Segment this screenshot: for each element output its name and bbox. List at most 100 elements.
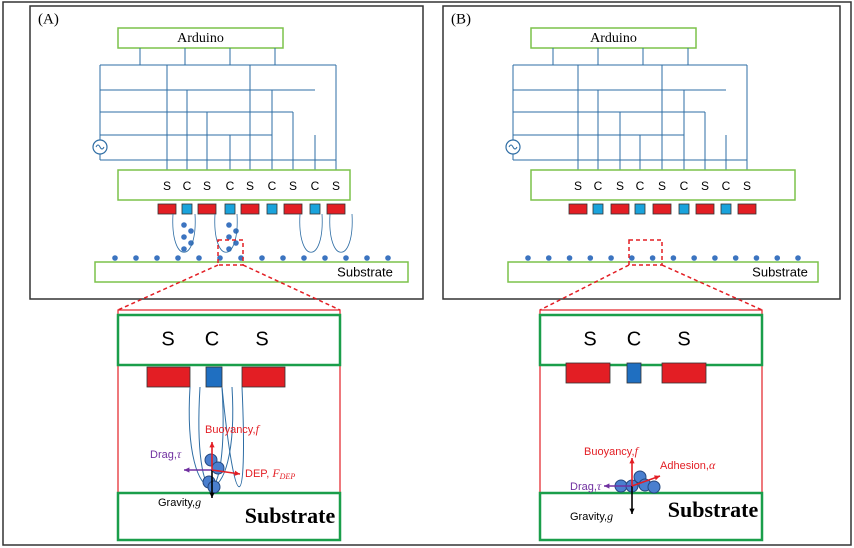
particle — [226, 222, 232, 228]
substrate-label: Substrate — [337, 264, 393, 279]
particle — [233, 228, 239, 234]
particle — [322, 255, 328, 261]
electrode-label: C — [636, 179, 645, 193]
drag-label-symbol: τ — [177, 447, 182, 461]
panel-label: (B) — [451, 11, 471, 27]
zoom-electrode-pad — [242, 367, 285, 387]
electrode-label: C — [680, 179, 689, 193]
electrode-label: S — [203, 179, 211, 193]
controller-label: Arduino — [177, 31, 224, 46]
zoom-electrode-pad — [627, 363, 641, 383]
particle — [154, 255, 160, 261]
particle — [385, 255, 391, 261]
particle — [133, 255, 139, 261]
particle — [629, 255, 635, 261]
particle — [175, 255, 181, 261]
field-line — [300, 214, 322, 252]
particle — [648, 481, 660, 493]
electrode-label: S — [743, 179, 751, 193]
particle — [691, 255, 697, 261]
electrode-label: S — [574, 179, 582, 193]
particle — [671, 255, 677, 261]
panel-frame — [443, 6, 840, 299]
particle — [795, 255, 801, 261]
drag-label-name: Drag, — [150, 449, 177, 461]
panel-frame — [30, 6, 423, 299]
electrode-label: S — [701, 179, 709, 193]
zoom-electrode-label: S — [161, 328, 174, 350]
electrode-label: C — [183, 179, 192, 193]
electrode-label: S — [246, 179, 254, 193]
electrode-pad — [225, 204, 235, 214]
particle — [712, 255, 718, 261]
particle — [364, 255, 370, 261]
electrode-label: C — [268, 179, 277, 193]
substrate-label: Substrate — [752, 264, 808, 279]
drag-label: Drag,τ — [570, 479, 602, 493]
gravity-label: Gravity,g — [158, 495, 201, 509]
electrode-label: C — [722, 179, 731, 193]
electrode-label: C — [311, 179, 320, 193]
adhesion-label: Adhesion,α — [660, 458, 716, 472]
electrode-pad — [182, 204, 192, 214]
electrode-pad — [611, 204, 629, 214]
electrode-pad — [284, 204, 302, 214]
zoom-electrode-label: S — [583, 328, 596, 350]
electrode-pad — [593, 204, 603, 214]
particle — [343, 255, 349, 261]
buoyancy-label-name: Buoyancy, — [205, 424, 256, 436]
zoom-substrate-label: Substrate — [245, 503, 336, 528]
figure: (A)ArduinoSCSCSCSCSSubstrateSCSBuoyancy,… — [0, 0, 854, 548]
particle — [546, 255, 552, 261]
electrode-label: S — [616, 179, 624, 193]
gravity-label-symbol: g — [607, 509, 613, 523]
particle — [280, 255, 286, 261]
particle — [196, 255, 202, 261]
dep-label-name: DEP, — [245, 468, 272, 480]
particle — [301, 255, 307, 261]
zoom-electrode-bar — [118, 315, 340, 365]
particle — [181, 222, 187, 228]
electrode-pad — [569, 204, 587, 214]
electrode-label: C — [226, 179, 235, 193]
drag-label-symbol: τ — [597, 479, 602, 493]
panel-label: (A) — [38, 11, 59, 27]
electrode-pad — [158, 204, 176, 214]
controller-label: Arduino — [590, 31, 637, 46]
electrode-label: S — [289, 179, 297, 193]
zoom-substrate-label: Substrate — [668, 497, 759, 522]
electrode-label: S — [658, 179, 666, 193]
particle — [567, 255, 573, 261]
buoyancy-label: Buoyancy,f — [205, 422, 261, 436]
drag-label-name: Drag, — [570, 481, 597, 493]
electrode-pad — [738, 204, 756, 214]
particle — [733, 255, 739, 261]
electrode-pad — [267, 204, 277, 214]
particle — [112, 255, 118, 261]
zoom-electrode-bar — [540, 315, 762, 365]
particle — [208, 481, 220, 493]
particle — [588, 255, 594, 261]
particle — [259, 255, 265, 261]
particle — [181, 234, 187, 240]
zoom-electrode-pad — [662, 363, 706, 383]
dep-label-subscript: DEP — [279, 472, 296, 481]
zoom-electrode-pad — [206, 367, 222, 387]
drag-label: Drag,τ — [150, 447, 182, 461]
particle — [650, 255, 656, 261]
particle — [181, 246, 187, 252]
electrode-pad — [696, 204, 714, 214]
electrode-label: S — [163, 179, 171, 193]
particle — [226, 234, 232, 240]
electrode-pad — [327, 204, 345, 214]
electrode-pad — [310, 204, 320, 214]
zoom-electrode-pad — [147, 367, 190, 387]
adhesion-label-symbol: α — [709, 458, 716, 472]
field-line — [330, 214, 352, 252]
electrode-pad — [241, 204, 259, 214]
electrode-pad — [653, 204, 671, 214]
electrode-pad — [198, 204, 216, 214]
particle — [774, 255, 780, 261]
electrode-label: S — [332, 179, 340, 193]
